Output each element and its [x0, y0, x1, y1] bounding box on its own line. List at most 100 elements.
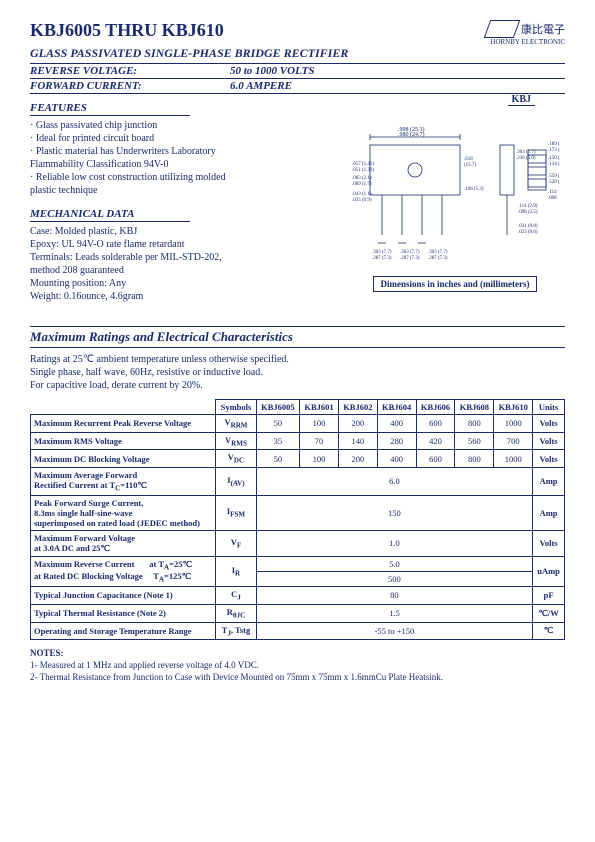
row-label: Maximum Reverse Current at TA=25℃at Rate… [31, 556, 216, 586]
features-list: · Glass passivated chip junction · Ideal… [30, 120, 325, 196]
company-logo: 康比電子 HORNBY ELECTRONIC [487, 20, 565, 46]
row-span-value: 1.0 [256, 530, 532, 556]
row-value: 1000 [494, 450, 533, 468]
svg-text:.303 (7.7): .303 (7.7) [428, 250, 448, 255]
svg-text:.980 (24.7): .980 (24.7) [398, 131, 425, 138]
col-part: KBJ6005 [256, 400, 299, 415]
row-symbol: RθJC [216, 604, 256, 622]
forward-current-label: FORWARD CURRENT: [30, 80, 230, 92]
svg-text:.618: .618 [464, 157, 473, 162]
row-label: Maximum Recurrent Peak Reverse Voltage [31, 415, 216, 433]
row-unit: Amp [533, 495, 565, 530]
svg-text:.303 (7.7): .303 (7.7) [372, 250, 392, 255]
row-symbol: VRRM [216, 415, 256, 433]
row-value: 200 [338, 415, 377, 433]
svg-text:.114 (2.9): .114 (2.9) [518, 204, 538, 209]
reverse-voltage-row: REVERSE VOLTAGE: 50 to 1000 VOLTS [30, 64, 565, 79]
logo-icon [484, 20, 521, 38]
row-label: Peak Forward Surge Current,8.3ms single … [31, 495, 216, 530]
forward-current-value: 6.0 AMPERE [230, 80, 292, 92]
mech-line: Epoxy: UL 94V-O rate flame retardant [30, 239, 325, 250]
svg-text:.069 (1.7): .069 (1.7) [352, 182, 372, 187]
row-value: 140 [338, 432, 377, 450]
note-item: 1- Measured at 1 MHz and applied reverse… [30, 660, 565, 670]
row-unit: Volts [533, 450, 565, 468]
ratings-note: For capacitive load, derate current by 2… [30, 380, 565, 391]
features-heading: FEATURES [30, 102, 190, 116]
reverse-voltage-label: REVERSE VOLTAGE: [30, 65, 230, 77]
row-value: 700 [494, 432, 533, 450]
svg-text:(15.7): (15.7) [464, 163, 476, 168]
package-label: KBJ [508, 94, 535, 106]
forward-current-row: FORWARD CURRENT: 6.0 AMPERE [30, 79, 565, 94]
row-value: 70 [300, 432, 339, 450]
svg-text:.287 (7.3): .287 (7.3) [400, 256, 420, 261]
row-symbol: IFSM [216, 495, 256, 530]
notes-heading: NOTES: [30, 648, 565, 658]
table-row: Maximum Forward Voltageat 3.0A DC and 25… [31, 530, 565, 556]
feature-item: Flammability Classification 94V-0 [30, 159, 325, 170]
mechanical-heading: MECHANICAL DATA [30, 208, 190, 222]
table-row: Maximum Reverse Current at TA=25℃at Rate… [31, 556, 565, 586]
row-symbol: TJ, Tstg [216, 622, 256, 640]
col-part: KBJ610 [494, 400, 533, 415]
svg-text:.520 (13.2): .520 (13.2) [548, 180, 560, 185]
svg-text:.114: .114 [548, 190, 557, 195]
svg-text:.189 (4.8): .189 (4.8) [548, 142, 560, 147]
ratings-note: Single phase, half wave, 60Hz, resistive… [30, 367, 565, 378]
table-row: Maximum Recurrent Peak Reverse VoltageVR… [31, 415, 565, 433]
row-symbol: I(AV) [216, 468, 256, 496]
table-row: Maximum DC Blocking VoltageVDC5010020040… [31, 450, 565, 468]
package-svg: .998 (25.3) .980 (24.7) .057 (1.45) .051… [350, 115, 560, 265]
svg-text:.236 (6.0): .236 (6.0) [516, 156, 536, 161]
row-value: 560 [455, 432, 494, 450]
table-row: Peak Forward Surge Current,8.3ms single … [31, 495, 565, 530]
row-value: 800 [455, 415, 494, 433]
row-label: Typical Thermal Resistance (Note 2) [31, 604, 216, 622]
main-title: KBJ6005 THRU KBJ610 [30, 20, 224, 41]
svg-text:.031 (0.8): .031 (0.8) [518, 224, 538, 229]
row-span-value: 5.0500 [256, 556, 532, 586]
mechanical-list: Case: Molded plastic, KBJ Epoxy: UL 94V-… [30, 226, 325, 302]
row-value: 600 [416, 450, 455, 468]
left-column: FEATURES · Glass passivated chip junctio… [30, 94, 325, 306]
note-item: 2- Thermal Resistance from Junction to C… [30, 672, 565, 682]
row-span-value: -55 to +150 [256, 622, 532, 640]
row-value: 800 [455, 450, 494, 468]
ratings-table: Symbols KBJ6005 KBJ601 KBJ602 KBJ604 KBJ… [30, 399, 565, 640]
row-symbol: CJ [216, 587, 256, 605]
mech-line: method 208 guaranteed [30, 265, 325, 276]
row-value: 420 [416, 432, 455, 450]
table-row: Typical Thermal Resistance (Note 2)RθJC1… [31, 604, 565, 622]
row-value: 35 [256, 432, 299, 450]
table-row: Operating and Storage Temperature RangeT… [31, 622, 565, 640]
row-span-value: 150 [256, 495, 532, 530]
row-label: Maximum Forward Voltageat 3.0A DC and 25… [31, 530, 216, 556]
row-label: Maximum DC Blocking Voltage [31, 450, 216, 468]
row-span-value: 6.0 [256, 468, 532, 496]
right-column: KBJ [345, 94, 565, 306]
content-columns: FEATURES · Glass passivated chip junctio… [30, 94, 565, 306]
row-label: Typical Junction Capacitance (Note 1) [31, 587, 216, 605]
svg-text:.051 (1.30): .051 (1.30) [352, 168, 374, 173]
row-value: 50 [256, 415, 299, 433]
svg-text:.083 (2.1): .083 (2.1) [352, 176, 372, 181]
col-units: Units [533, 400, 565, 415]
svg-text:.057 (1.45): .057 (1.45) [352, 162, 374, 167]
svg-text:.043 (1.1): .043 (1.1) [352, 192, 372, 197]
svg-text:.150 (3.8): .150 (3.8) [548, 156, 560, 161]
col-symbols: Symbols [216, 400, 256, 415]
svg-text:.287 (7.3): .287 (7.3) [372, 256, 392, 261]
svg-text:.106 (5.3): .106 (5.3) [464, 187, 484, 192]
svg-text:.134 (3.4): .134 (3.4) [548, 162, 560, 167]
col-part: KBJ602 [338, 400, 377, 415]
feature-item: · Reliable low cost construction utilizi… [30, 172, 325, 183]
row-label: Operating and Storage Temperature Range [31, 622, 216, 640]
col-part: KBJ606 [416, 400, 455, 415]
header: KBJ6005 THRU KBJ610 康比電子 HORNBY ELECTRON… [30, 20, 565, 46]
svg-text:.287 (7.3): .287 (7.3) [428, 256, 448, 261]
feature-item: · Glass passivated chip junction [30, 120, 325, 131]
table-row: Maximum Average ForwardRectified Current… [31, 468, 565, 496]
col-part: KBJ608 [455, 400, 494, 415]
svg-text:.173 (4.4): .173 (4.4) [548, 148, 560, 153]
